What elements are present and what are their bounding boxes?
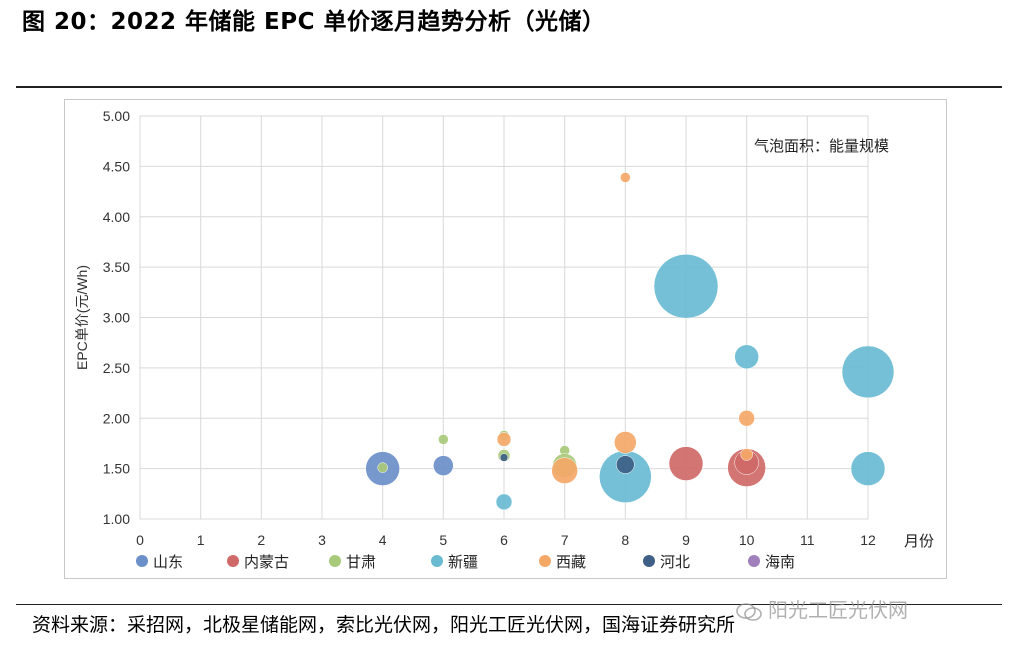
y-tick-label: 4.50 [103, 158, 130, 174]
y-tick-label: 4.00 [103, 209, 130, 225]
x-tick-label: 11 [800, 532, 815, 548]
bottom-rule [16, 604, 1002, 605]
bubble-point [616, 455, 635, 474]
y-tick-label: 1.00 [103, 511, 130, 527]
legend-label: 河北 [660, 553, 690, 571]
bubble-point [377, 462, 388, 473]
legend: 山东 内蒙古 甘肃 新疆 西藏 河北 海南 [136, 553, 795, 571]
x-tick-label: 1 [197, 532, 205, 548]
legend-marker [643, 555, 655, 567]
bubble-point [438, 434, 449, 445]
bubble-point [496, 432, 512, 447]
bubble-point [499, 453, 509, 462]
y-tick-label: 5.00 [103, 108, 130, 124]
x-tick-labels: 0 1 2 3 4 5 6 7 8 9 10 11 12 [136, 532, 876, 548]
bubble-point [614, 431, 637, 454]
legend-label: 山东 [153, 553, 183, 571]
figure-title: 图 20：2022 年储能 EPC 单价逐月趋势分析（光储） [22, 9, 606, 35]
grid-lines [139, 115, 869, 520]
x-tick-label: 3 [318, 532, 326, 548]
y-tick-label: 1.50 [103, 461, 130, 477]
x-tick-label: 6 [500, 532, 508, 548]
bubble-point [734, 344, 759, 370]
wechat-icon [736, 602, 762, 621]
y-tick-labels: 1.00 1.50 2.00 2.50 3.00 3.50 4.00 4.50 5.00 [103, 108, 130, 527]
x-tick-label: 4 [379, 532, 387, 548]
bubble-size-note: 气泡面积：能量规模 [754, 137, 889, 155]
y-tick-label: 2.00 [103, 410, 130, 426]
bubble-point [620, 172, 631, 183]
bubble-point [653, 254, 719, 319]
legend-label: 海南 [765, 553, 795, 571]
source-text: 资料来源：采招网，北极星储能网，索比光伏网，阳光工匠光伏网，国海证券研究所 [32, 614, 736, 636]
x-tick-label: 7 [561, 532, 569, 548]
legend-marker [136, 555, 148, 567]
y-tick-label: 2.50 [103, 360, 130, 376]
bubble-point [738, 410, 755, 427]
legend-marker [431, 555, 443, 567]
x-tick-label: 9 [682, 532, 690, 548]
x-tick-label: 12 [860, 532, 876, 548]
y-axis-label: EPC单价(元/Wh) [74, 265, 90, 370]
bubble-point [551, 457, 578, 484]
x-tick-label: 2 [257, 532, 265, 548]
legend-label: 内蒙古 [244, 553, 289, 571]
legend-marker [329, 555, 341, 567]
bubble-point [495, 493, 513, 511]
bubble-point [433, 455, 454, 476]
legend-marker [227, 555, 239, 567]
legend-label: 新疆 [448, 553, 478, 571]
x-tick-label: 0 [136, 532, 144, 548]
x-axis-label: 月份 [904, 532, 934, 550]
y-tick-label: 3.50 [103, 259, 130, 275]
x-tick-label: 8 [621, 532, 629, 548]
bubble-point [850, 451, 886, 486]
legend-label: 甘肃 [346, 553, 376, 571]
watermark: 阳光工匠光伏网 [736, 594, 908, 623]
watermark-text: 阳光工匠光伏网 [768, 598, 908, 622]
bubble-point [841, 345, 895, 399]
legend-label: 西藏 [556, 553, 586, 571]
bubble-point [740, 448, 753, 461]
legend-marker [748, 555, 760, 567]
bubble-point [668, 446, 704, 481]
y-tick-label: 3.00 [103, 310, 130, 326]
x-tick-label: 5 [439, 532, 447, 548]
legend-marker [539, 555, 551, 567]
x-tick-label: 10 [739, 532, 755, 548]
bubbles [365, 172, 895, 511]
top-rule [16, 86, 1002, 88]
